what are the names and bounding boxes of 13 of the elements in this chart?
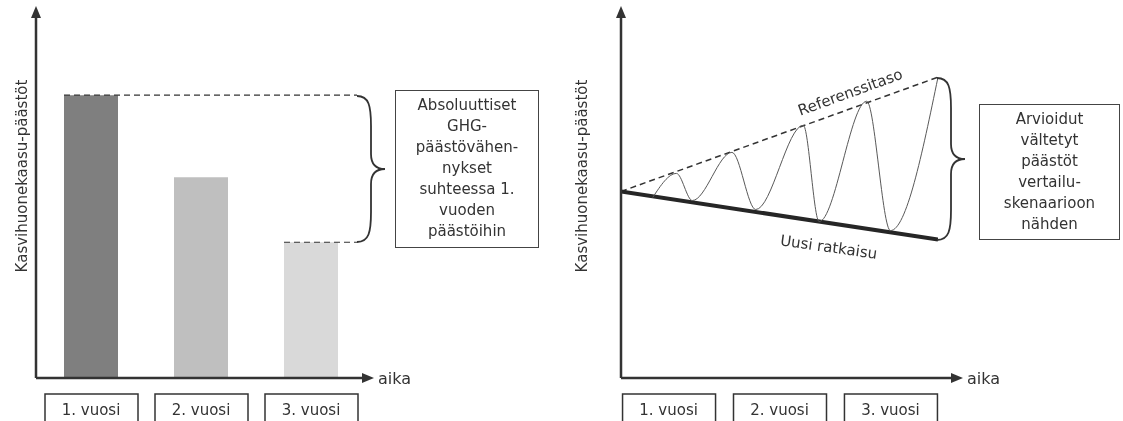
x-axis-title: aika — [378, 369, 412, 388]
x-tick-label: 2. vuosi — [171, 401, 231, 419]
x-tick-label: 1. vuosi — [639, 401, 698, 419]
text: Arvioidut vältetyt päästöt vertailu-skenaarioon nähden — [979, 104, 1120, 240]
text: Uusi ratkaisu — [779, 231, 879, 263]
x-tick-label: 1. vuosi — [61, 401, 121, 419]
y-axis-title: Kasvihuonekaasu-päästöt — [573, 79, 592, 273]
x-tick-label: 3. vuosi — [861, 401, 920, 419]
x-tick-label: 3. vuosi — [281, 401, 341, 419]
x-tick-label: 2. vuosi — [750, 401, 809, 419]
x-axis-title: aika — [967, 369, 1001, 388]
y-axis-title: Kasvihuonekaasu-päästöt — [13, 79, 32, 273]
text: Absoluuttiset GHG-päästövähen-nykset suhteessa 1. vuoden päästöihin — [395, 90, 539, 248]
